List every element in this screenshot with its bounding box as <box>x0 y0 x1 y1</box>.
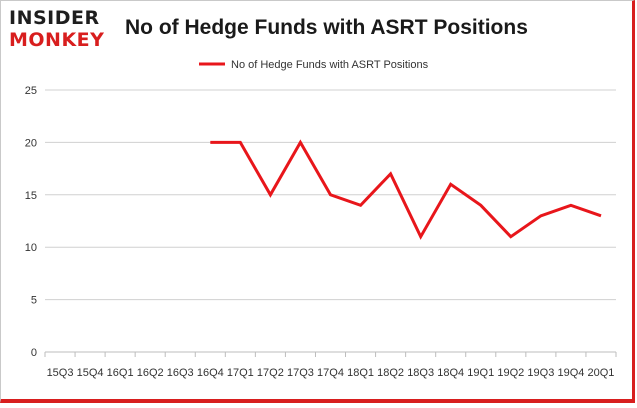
y-tick-labels: 0 5 10 15 20 25 <box>25 85 37 359</box>
x-tick-label: 19Q3 <box>527 367 554 379</box>
x-tick-label: 16Q2 <box>137 367 164 379</box>
axes <box>44 351 617 357</box>
x-tick-label: 17Q3 <box>287 367 314 379</box>
x-tick-labels: 15Q3 15Q4 16Q1 16Q2 16Q3 16Q4 17Q1 17Q2 17Q3 17Q4… <box>47 367 615 379</box>
x-tick-label: 16Q1 <box>107 367 134 379</box>
x-tick-label: 18Q2 <box>377 367 404 379</box>
x-tick-label: 15Q4 <box>77 367 104 379</box>
x-tick-label: 17Q2 <box>257 367 284 379</box>
y-tick-label: 5 <box>31 295 37 307</box>
series <box>210 139 602 240</box>
series-line <box>210 139 602 240</box>
x-tick-label: 18Q3 <box>407 367 434 379</box>
x-tick-label: 20Q1 <box>588 367 615 379</box>
y-tick-label: 10 <box>25 242 37 254</box>
legend: No of Hedge Funds with ASRT Positions <box>199 59 429 71</box>
y-tick-label: 25 <box>25 85 37 97</box>
x-tick-label: 19Q1 <box>467 367 494 379</box>
legend-label: No of Hedge Funds with ASRT Positions <box>231 59 429 71</box>
x-tick-label: 19Q2 <box>497 367 524 379</box>
x-tick-label: 17Q4 <box>317 367 344 379</box>
logo-text-top: INSIDER <box>9 7 100 29</box>
y-tick-label: 20 <box>25 137 37 149</box>
x-tick-label: 19Q4 <box>557 367 584 379</box>
y-tick-label: 15 <box>25 190 37 202</box>
chart-title: No of Hedge Funds with ASRT Positions <box>125 16 528 39</box>
logo-text-bottom: MONKEY <box>9 29 105 51</box>
x-tick-label: 16Q4 <box>197 367 224 379</box>
x-tick-label: 18Q1 <box>347 367 374 379</box>
x-tick-label: 16Q3 <box>167 367 194 379</box>
y-tick-label: 0 <box>31 347 37 359</box>
insider-monkey-logo: INSIDER MONKEY <box>9 7 117 55</box>
x-tick-label: 17Q1 <box>227 367 254 379</box>
x-tick-label: 18Q4 <box>437 367 464 379</box>
x-tick-label: 15Q3 <box>47 367 74 379</box>
